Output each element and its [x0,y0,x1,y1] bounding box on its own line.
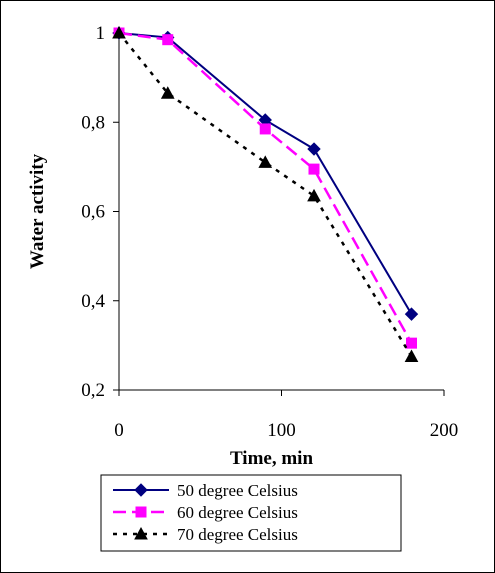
series-1 [112,26,419,321]
series-3 [112,25,419,363]
data-point [259,123,271,135]
series-2 [113,27,417,349]
data-point [307,142,321,156]
x-tick-label: 0 [114,420,124,441]
data-point [404,307,419,321]
data-point [258,155,273,168]
y-axis-title: Water activity [27,153,48,269]
legend-item: 60 degree Celsius [113,503,298,522]
legend-item: 50 degree Celsius [113,481,298,500]
series-line [118,31,413,344]
y-tick-label: 0,2 [81,380,105,401]
data-point [404,349,419,363]
data-point [406,337,417,349]
data-point [307,188,321,202]
series-line [118,32,413,315]
axes [118,32,444,391]
y-ticks: 0,2 0,4 0,6 0,8 1 [81,23,119,401]
data-point [112,25,126,39]
legend-label: 60 degree Celsius [177,503,298,522]
legend-marker [134,483,148,497]
legend-label: 70 degree Celsius [177,525,298,544]
data-point [162,34,174,46]
data-point [308,163,320,175]
data-point [160,86,175,99]
x-ticks: 0 100 200 [114,390,458,441]
x-tick-label: 200 [430,420,459,441]
series-line [118,32,413,358]
legend-marker [134,526,148,540]
legend: 50 degree Celsius 60 degree Celsius 70 deg… [100,474,402,552]
legend-marker [135,506,147,518]
y-tick-label: 1 [96,23,106,44]
legend-item: 70 degree Celsius [113,525,298,544]
y-tick-label: 0,8 [81,112,105,133]
y-tick-label: 0,4 [81,291,105,312]
y-tick-label: 0,6 [81,202,105,223]
series-layer [112,25,419,363]
x-axis-title: Time, min [230,448,313,469]
x-tick-label: 100 [267,420,296,441]
legend-label: 50 degree Celsius [177,481,298,500]
